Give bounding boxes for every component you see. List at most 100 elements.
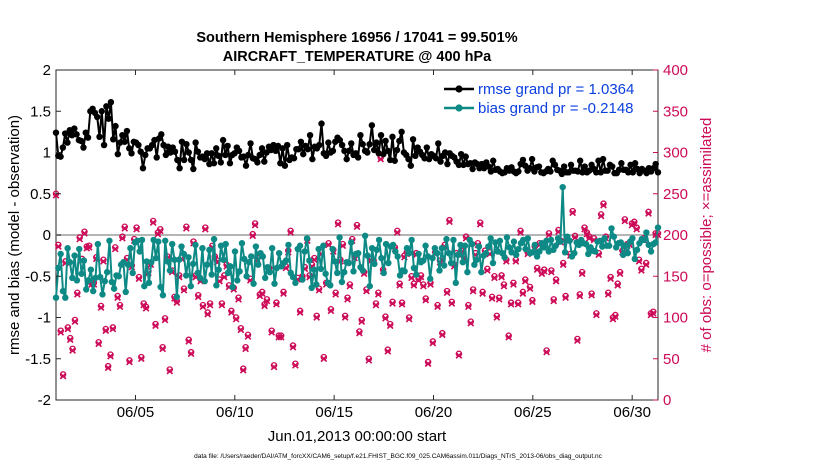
rmse-point bbox=[112, 122, 119, 130]
rmse-point bbox=[425, 155, 433, 163]
obs-assimilated-point bbox=[327, 307, 335, 315]
obs-assimilated-point bbox=[604, 291, 612, 298]
bias-point bbox=[389, 241, 397, 249]
obs-assimilated-point bbox=[585, 234, 593, 242]
obs-assimilated-point bbox=[405, 315, 413, 323]
rmse-point bbox=[444, 160, 451, 168]
bias-point bbox=[85, 277, 92, 284]
rmse-point bbox=[201, 155, 208, 163]
y-tick-label: -0.5 bbox=[25, 268, 51, 285]
bias-point bbox=[241, 255, 248, 263]
obs-assimilated-point bbox=[277, 333, 285, 341]
obs-assimilated-point bbox=[500, 282, 508, 290]
bias-point bbox=[392, 248, 399, 255]
obs-assimilated-point bbox=[559, 261, 567, 269]
bias-point bbox=[410, 264, 418, 272]
obs-assimilated-point bbox=[263, 297, 271, 305]
rmse-point bbox=[142, 151, 149, 159]
obs-assimilated-point bbox=[344, 295, 351, 303]
rmse-point bbox=[297, 138, 305, 145]
bias-point bbox=[173, 293, 181, 301]
obs-assimilated-point bbox=[529, 298, 536, 306]
rmse-point bbox=[389, 133, 396, 141]
bias-point bbox=[345, 259, 353, 267]
bias-point bbox=[285, 241, 292, 249]
bias-point bbox=[522, 245, 529, 253]
bias-point bbox=[433, 249, 441, 257]
bias-point bbox=[464, 268, 471, 276]
bias-point bbox=[459, 259, 466, 266]
bias-point bbox=[420, 257, 427, 264]
obs-assimilated-point bbox=[550, 297, 558, 305]
obs-assimilated-point bbox=[133, 225, 140, 233]
rmse-point bbox=[519, 156, 527, 164]
obs-assimilated-point bbox=[85, 244, 93, 251]
bias-point bbox=[647, 248, 655, 255]
rmse-point bbox=[368, 122, 376, 129]
bias-point bbox=[317, 265, 325, 273]
rmse-point bbox=[432, 155, 440, 162]
x-tick-label: 06/05 bbox=[117, 404, 155, 421]
obs-assimilated-point bbox=[365, 357, 373, 364]
obs-assimilated-point bbox=[507, 300, 515, 308]
obs-assimilated-point bbox=[292, 361, 299, 369]
obs-assimilated-point bbox=[341, 314, 349, 321]
obs-assimilated-point bbox=[275, 333, 283, 341]
bias-point bbox=[224, 269, 232, 277]
bias-point bbox=[62, 294, 69, 301]
obs-assimilated-point bbox=[268, 328, 276, 336]
rmse-point bbox=[222, 151, 229, 159]
rmse-point bbox=[592, 169, 600, 176]
obs-assimilated-point bbox=[166, 367, 174, 375]
bias-point bbox=[178, 243, 185, 250]
bias-point bbox=[524, 235, 532, 242]
x-tick-label: 06/15 bbox=[315, 404, 353, 421]
obs-assimilated-point bbox=[396, 281, 404, 289]
rmse-point bbox=[103, 103, 110, 110]
obs-assimilated-point bbox=[185, 338, 193, 345]
bias-point bbox=[175, 256, 183, 263]
rmse-point bbox=[485, 163, 492, 170]
bias-point bbox=[327, 282, 334, 289]
obs-assimilated-point bbox=[201, 225, 209, 233]
rmse-point bbox=[61, 130, 69, 137]
rmse-point bbox=[380, 150, 387, 158]
rmse-point bbox=[567, 161, 575, 169]
bias-point bbox=[171, 256, 178, 263]
obs-assimilated-point bbox=[597, 212, 605, 220]
bias-point bbox=[55, 264, 62, 272]
rmse-point bbox=[94, 113, 101, 121]
legend-rmse-marker bbox=[455, 85, 463, 93]
obs-assimilated-point bbox=[389, 300, 396, 307]
bias-point bbox=[210, 235, 218, 243]
rmse-point bbox=[217, 159, 225, 166]
bias-point bbox=[415, 250, 422, 258]
obs-assimilated-point bbox=[616, 270, 624, 278]
y-tick-label: 1.5 bbox=[30, 103, 51, 120]
bias-point bbox=[334, 269, 341, 277]
bias-point bbox=[361, 232, 369, 240]
obs-assimilated-point bbox=[353, 223, 361, 231]
bias-point bbox=[394, 253, 401, 260]
obs-assimilated-point bbox=[408, 274, 415, 282]
obs-assimilated-point bbox=[76, 235, 84, 243]
rmse-point bbox=[300, 150, 307, 158]
rmse-point bbox=[295, 146, 302, 153]
rmse-point bbox=[119, 131, 126, 139]
x-tick-label: 06/25 bbox=[514, 404, 552, 421]
obs-assimilated-point bbox=[161, 316, 169, 324]
rmse-point bbox=[560, 163, 568, 170]
bias-point bbox=[89, 287, 97, 295]
rmse-point bbox=[215, 152, 222, 159]
obs-assimilated-point bbox=[332, 291, 340, 298]
rmse-point bbox=[551, 161, 559, 169]
obs-assimilated-point bbox=[270, 363, 278, 371]
obs-assimilated-point bbox=[81, 229, 88, 237]
bias-point bbox=[452, 279, 459, 287]
bias-point bbox=[629, 235, 636, 242]
bias-point bbox=[192, 241, 199, 249]
bias-point bbox=[248, 253, 255, 260]
rmse-point bbox=[407, 162, 414, 169]
obs-assimilated-point bbox=[102, 327, 110, 335]
obs-assimilated-point bbox=[581, 225, 588, 233]
